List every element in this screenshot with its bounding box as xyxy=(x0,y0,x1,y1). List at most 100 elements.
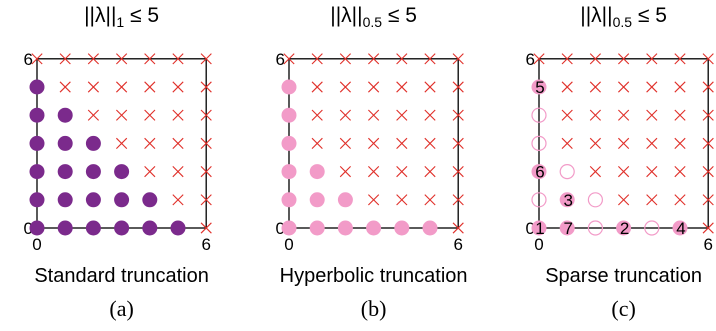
excluded-coefficient xyxy=(59,53,71,65)
panel-caption: Standard truncation xyxy=(34,265,209,287)
excluded-coefficient xyxy=(87,109,99,121)
excluded-coefficient xyxy=(618,53,630,65)
panel-2: ||λ||0.5 ≤ 5 6 00 6 Hyperbolic truncation (b) xyxy=(276,4,468,321)
included-coefficient xyxy=(337,192,353,208)
included-coefficient xyxy=(366,220,382,236)
included-coefficient xyxy=(85,192,101,208)
included-coefficient xyxy=(29,164,45,180)
excluded-coefficient xyxy=(424,81,436,93)
excluded-coefficient xyxy=(396,194,408,206)
x-tick-max: 6 xyxy=(703,235,712,254)
included-coefficient xyxy=(281,220,297,236)
included-coefficient xyxy=(281,135,297,151)
excluded-coefficient xyxy=(702,166,714,178)
excluded-coefficient xyxy=(172,166,184,178)
included-coefficient xyxy=(170,220,186,236)
included-coefficient xyxy=(531,164,547,180)
excluded-coefficient xyxy=(424,166,436,178)
excluded-coefficient xyxy=(452,53,464,65)
excluded-coefficient xyxy=(589,53,601,65)
panel-title: ||λ||1 ≤ 5 xyxy=(84,4,159,30)
excluded-coefficient xyxy=(646,194,658,206)
selection-order-label: 4 xyxy=(676,219,685,238)
excluded-coefficient xyxy=(674,109,686,121)
excluded-coefficient xyxy=(144,137,156,149)
excluded-coefficient xyxy=(589,137,601,149)
title-subscript: 0.5 xyxy=(363,14,383,30)
y-tick-min: 0 xyxy=(24,219,33,238)
panel-1: ||λ||1 ≤ 5 6 00 6 Standard truncation (a) xyxy=(24,4,212,321)
included-coefficient xyxy=(309,164,325,180)
excluded-coefficient xyxy=(172,53,184,65)
included-coefficient xyxy=(531,79,547,95)
excluded-coefficient xyxy=(424,137,436,149)
excluded-coefficient xyxy=(589,81,601,93)
y-tick-max: 6 xyxy=(276,50,285,69)
excluded-coefficient xyxy=(702,222,714,234)
title-norm: ||λ|| xyxy=(84,4,116,27)
excluded-coefficient xyxy=(618,137,630,149)
excluded-coefficient xyxy=(144,81,156,93)
excluded-coefficient xyxy=(674,137,686,149)
panel-caption: Hyperbolic truncation xyxy=(280,265,468,287)
excluded-coefficient xyxy=(311,137,323,149)
candidate-coefficient xyxy=(587,220,604,236)
included-coefficient xyxy=(29,135,45,151)
excluded-coefficient xyxy=(618,109,630,121)
x-tick-max: 6 xyxy=(201,235,210,254)
excluded-coefficient xyxy=(424,53,436,65)
included-coefficient xyxy=(114,164,130,180)
candidate-coefficient xyxy=(531,135,547,151)
excluded-coefficient xyxy=(396,166,408,178)
excluded-coefficient xyxy=(646,137,658,149)
excluded-coefficient xyxy=(424,109,436,121)
excluded-coefficient xyxy=(646,166,658,178)
included-coefficient xyxy=(57,164,73,180)
excluded-coefficient xyxy=(424,194,436,206)
panel-label: (c) xyxy=(611,296,635,321)
excluded-coefficient xyxy=(311,109,323,121)
included-coefficient xyxy=(85,164,101,180)
included-coefficient xyxy=(672,220,688,236)
y-tick-min: 0 xyxy=(276,219,285,238)
included-coefficient xyxy=(422,220,438,236)
included-coefficient xyxy=(309,220,325,236)
excluded-coefficient xyxy=(396,137,408,149)
included-coefficient xyxy=(337,220,353,236)
included-coefficient xyxy=(57,107,73,123)
candidate-coefficient xyxy=(559,164,575,180)
included-coefficient xyxy=(394,220,410,236)
excluded-coefficient xyxy=(646,81,658,93)
excluded-coefficient xyxy=(561,53,573,65)
included-coefficient xyxy=(559,220,575,236)
y-tick-max: 6 xyxy=(526,50,535,69)
excluded-coefficient xyxy=(172,194,184,206)
excluded-coefficient xyxy=(368,166,380,178)
included-coefficient xyxy=(57,135,73,151)
excluded-coefficient xyxy=(674,194,686,206)
included-coefficient xyxy=(114,192,130,208)
included-coefficient xyxy=(281,192,297,208)
included-coefficient xyxy=(616,220,632,236)
excluded-coefficient xyxy=(368,81,380,93)
included-coefficient xyxy=(281,164,297,180)
included-coefficient xyxy=(29,192,45,208)
y-tick-min: 0 xyxy=(526,219,535,238)
excluded-coefficient xyxy=(172,109,184,121)
excluded-coefficient xyxy=(702,194,714,206)
excluded-coefficient xyxy=(200,166,212,178)
excluded-coefficient xyxy=(116,137,128,149)
included-coefficient xyxy=(57,192,73,208)
excluded-coefficient xyxy=(116,81,128,93)
title-norm: ||λ|| xyxy=(580,4,612,27)
excluded-coefficient xyxy=(116,53,128,65)
y-tick-max: 6 xyxy=(24,50,33,69)
included-coefficient xyxy=(85,135,101,151)
selection-order-label: 3 xyxy=(563,191,572,210)
excluded-coefficient xyxy=(561,137,573,149)
excluded-coefficient xyxy=(396,109,408,121)
excluded-coefficient xyxy=(200,222,212,234)
excluded-coefficient xyxy=(702,137,714,149)
